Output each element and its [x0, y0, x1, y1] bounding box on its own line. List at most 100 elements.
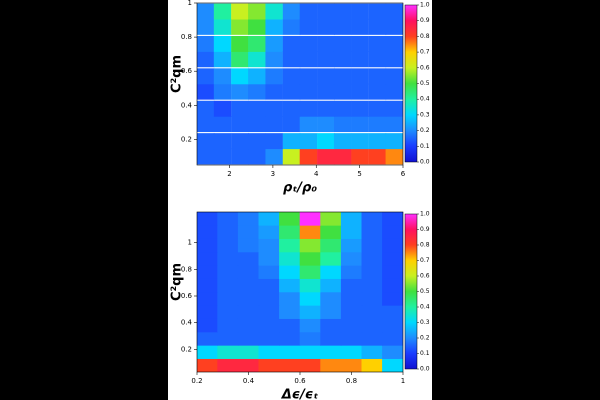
x-tick-label: 4 [314, 170, 319, 178]
colorbar-tick-label: 1.0 [420, 2, 430, 9]
heatmap-cell [217, 278, 239, 293]
heatmap-cell [385, 51, 403, 68]
heatmap-cell [299, 83, 318, 100]
colorbar-tick-label: 0.5 [420, 80, 430, 87]
colorbar-tick-label: 0.3 [420, 111, 430, 118]
heatmap-cell [279, 225, 301, 239]
heatmap-cell [258, 291, 280, 306]
y-tick-label: 0.4 [181, 101, 193, 109]
heatmap-cell [197, 291, 218, 306]
colorbar-tick-label: 0.9 [420, 226, 430, 233]
heatmap-cell [340, 265, 363, 279]
heatmap-cell [282, 148, 301, 165]
colorbar-tick-label: 1.0 [420, 211, 430, 218]
heatmap-cell [217, 331, 239, 346]
heatmap-cell [197, 345, 218, 359]
heatmap-cell [333, 148, 352, 165]
heatmap-cell [258, 251, 280, 266]
heatmap-cell [279, 291, 301, 306]
heatmap-cell [351, 51, 369, 68]
heatmap-cell [231, 3, 249, 20]
heatmap-cell [279, 305, 301, 319]
heatmap-cell [382, 331, 403, 346]
heatmap-cell [299, 291, 321, 306]
heatmap-cell [340, 331, 363, 346]
heatmap-cell [382, 278, 403, 293]
heatmap-cell [320, 305, 342, 319]
heatmap-cell [231, 83, 249, 100]
heatmap-cell [340, 278, 363, 293]
colorbar-tick-label: 0.1 [420, 350, 430, 357]
heatmap-cell [265, 83, 283, 100]
heatmap-cell [299, 238, 321, 253]
heatmap-cell [317, 148, 335, 165]
heatmap-cell [299, 305, 321, 319]
heatmap-cell [282, 133, 301, 150]
y-tick-label: 0.8 [181, 265, 192, 273]
heatmap-cell [385, 18, 403, 35]
heatmap-cell [248, 51, 266, 68]
heatmap-cell [340, 225, 363, 239]
y-axis-label: C²qm [170, 55, 185, 93]
heatmap-cell [299, 133, 318, 150]
y-tick-label: 0.2 [181, 135, 192, 143]
heatmap-cell [217, 291, 239, 306]
heatmap-cell [382, 251, 403, 266]
heatmap-cell [368, 100, 387, 117]
heatmap-cell [258, 225, 280, 239]
heatmap-cell [361, 305, 383, 319]
heatmap-cell [317, 100, 335, 117]
heatmap-cell [340, 238, 363, 253]
colorbar-tick-label: 0.9 [420, 17, 430, 24]
heatmap-cell [265, 18, 283, 35]
heatmap-cell [368, 35, 387, 52]
heatmap-cell [320, 225, 342, 239]
heatmap-cell [213, 100, 232, 117]
heatmap-cell [279, 318, 301, 333]
x-tick-label: 0.2 [191, 377, 202, 385]
heatmap-cell [248, 83, 266, 100]
heatmap-cell [279, 278, 301, 293]
heatmap-cell [217, 318, 239, 333]
heatmap-cell [299, 51, 318, 68]
heatmap-cell [217, 238, 239, 253]
colorbar-tick-label: 0.4 [420, 304, 430, 311]
heatmap-cell [265, 116, 283, 133]
heatmap-cell [317, 83, 335, 100]
heatmap-cell [217, 345, 239, 359]
colorbar-tick-label: 0.0 [420, 159, 430, 166]
heatmap-cell [265, 51, 283, 68]
colorbar-tick-label: 0.7 [420, 257, 430, 264]
heatmap-cell [282, 100, 301, 117]
heatmap-cell [282, 116, 301, 133]
heatmap-cell [231, 68, 249, 85]
heatmap-cell [217, 225, 239, 239]
heatmap-cell [351, 35, 369, 52]
heatmap-cell [320, 265, 342, 279]
heatmap-cell [333, 18, 352, 35]
x-tick-label: 0.8 [346, 377, 357, 385]
heatmap-cell [258, 345, 280, 359]
heatmap-cell [385, 133, 403, 150]
heatmap-cell [213, 18, 232, 35]
heatmap-cell [317, 3, 335, 20]
heatmap-cell [282, 35, 301, 52]
heatmap-cell [361, 318, 383, 333]
heatmap-cell [213, 133, 232, 150]
heatmap-cell [361, 278, 383, 293]
heatmap-cell [265, 3, 283, 20]
x-tick-label: 0.4 [243, 377, 255, 385]
heatmap-cell [197, 68, 215, 85]
heatmap-cell [317, 68, 335, 85]
heatmap-cell [382, 265, 403, 279]
heatmap-cell [333, 133, 352, 150]
heatmap-cell [282, 18, 301, 35]
heatmap-cell [248, 68, 266, 85]
colorbar-tick-label: 0.7 [420, 49, 430, 56]
heatmap-cell [333, 3, 352, 20]
heatmap-cell [361, 212, 383, 226]
heatmap-cell [237, 358, 260, 372]
heatmap-cell [213, 83, 232, 100]
heatmap-cell [282, 83, 301, 100]
